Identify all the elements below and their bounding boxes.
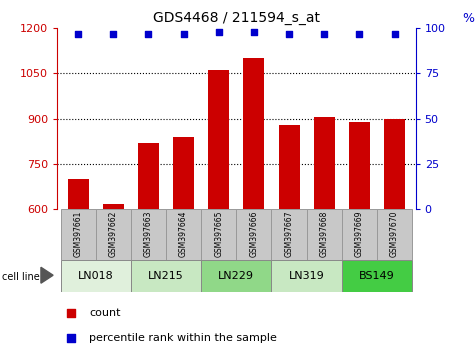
- Bar: [272, 209, 307, 260]
- Title: GDS4468 / 211594_s_at: GDS4468 / 211594_s_at: [153, 11, 320, 24]
- Bar: [131, 260, 201, 292]
- Bar: [201, 209, 237, 260]
- Bar: [243, 58, 265, 209]
- Text: LN018: LN018: [78, 271, 114, 281]
- Text: GSM397669: GSM397669: [355, 210, 364, 257]
- Text: GSM397662: GSM397662: [109, 210, 118, 257]
- Text: cell line: cell line: [2, 272, 40, 282]
- Point: [215, 29, 222, 35]
- Text: GSM397665: GSM397665: [214, 210, 223, 257]
- Bar: [103, 204, 124, 209]
- Text: LN319: LN319: [289, 271, 324, 281]
- Text: BS149: BS149: [359, 271, 395, 281]
- Text: LN215: LN215: [148, 271, 184, 281]
- Bar: [342, 260, 412, 292]
- Text: GSM397663: GSM397663: [144, 210, 153, 257]
- Text: %: %: [462, 12, 474, 25]
- Bar: [208, 70, 229, 209]
- Text: GSM397666: GSM397666: [249, 210, 258, 257]
- Bar: [314, 117, 335, 209]
- Bar: [307, 209, 342, 260]
- Point: [250, 29, 258, 35]
- Point: [285, 31, 293, 36]
- Bar: [342, 209, 377, 260]
- Bar: [131, 209, 166, 260]
- Polygon shape: [41, 267, 53, 283]
- Text: LN229: LN229: [218, 271, 254, 281]
- Text: GSM397670: GSM397670: [390, 210, 399, 257]
- Text: GSM397667: GSM397667: [285, 210, 294, 257]
- Bar: [349, 122, 370, 209]
- Bar: [377, 209, 412, 260]
- Text: percentile rank within the sample: percentile rank within the sample: [89, 333, 277, 343]
- Bar: [138, 143, 159, 209]
- Bar: [60, 209, 95, 260]
- Bar: [173, 137, 194, 209]
- Point: [74, 31, 82, 36]
- Point: [109, 31, 117, 36]
- Point: [356, 31, 363, 36]
- Bar: [237, 209, 272, 260]
- Point: [180, 31, 187, 36]
- Point: [144, 31, 152, 36]
- Bar: [201, 260, 272, 292]
- Point: [391, 31, 399, 36]
- Point: [321, 31, 328, 36]
- Point: [67, 335, 75, 341]
- Text: count: count: [89, 308, 121, 318]
- Point: [67, 310, 75, 316]
- Bar: [166, 209, 201, 260]
- Bar: [95, 209, 131, 260]
- Bar: [384, 119, 405, 209]
- Text: GSM397664: GSM397664: [179, 210, 188, 257]
- Bar: [272, 260, 342, 292]
- Bar: [67, 179, 89, 209]
- Bar: [60, 260, 131, 292]
- Bar: [278, 125, 300, 209]
- Text: GSM397661: GSM397661: [74, 210, 83, 257]
- Text: GSM397668: GSM397668: [320, 210, 329, 257]
